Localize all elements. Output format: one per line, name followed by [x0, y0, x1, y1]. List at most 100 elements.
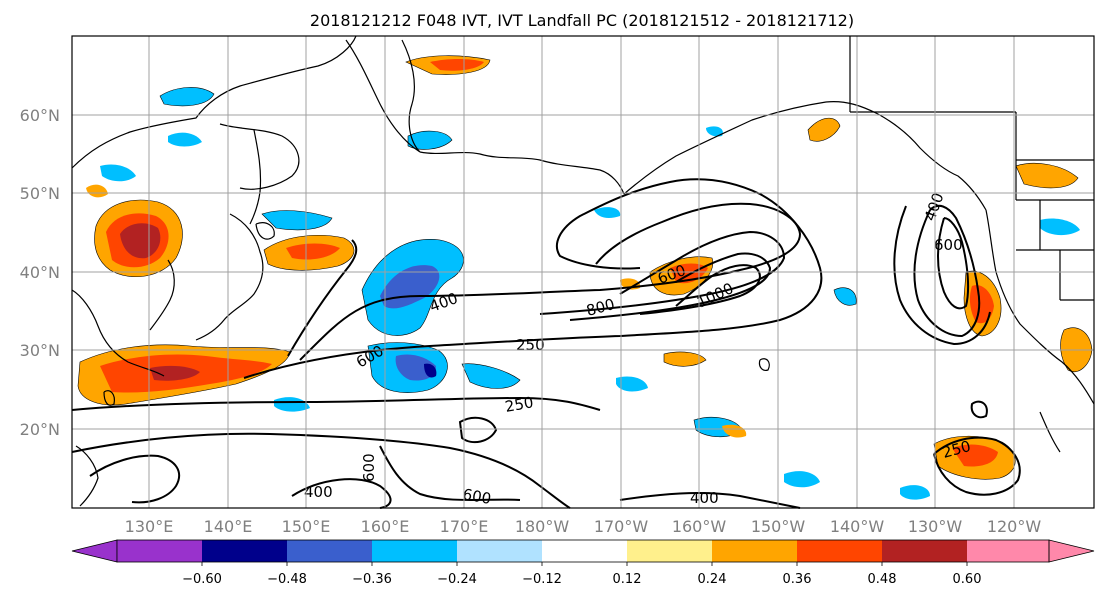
contour-label: 250	[516, 336, 545, 354]
colorbar-segment	[967, 540, 1049, 562]
pos-area-hawaii	[663, 351, 707, 367]
coast-china	[71, 289, 165, 377]
colorbar-tick-label: −0.60	[182, 572, 222, 587]
contour-400-south	[71, 432, 571, 509]
coast-hokkaido	[255, 222, 275, 240]
pos-area-south-1	[722, 424, 747, 438]
neg-area-subtropical-core	[395, 354, 436, 381]
lat-label: 30°N	[20, 341, 60, 360]
neg-area-south-west	[274, 397, 310, 412]
neg-area-kamchatka	[261, 210, 333, 231]
colorbar-tick-label: 0.36	[783, 572, 812, 587]
colorbar-segment	[627, 540, 712, 562]
contour-se-250	[933, 436, 1021, 496]
colorbar-tick-label: −0.48	[267, 572, 307, 587]
map-frame	[71, 35, 1095, 509]
coast-okhotsk	[219, 123, 300, 190]
colorbar-tick-label: −0.36	[352, 572, 392, 587]
neg-area-south-mid	[616, 376, 648, 392]
contour-label: 600	[461, 485, 492, 508]
colorbar-segment	[202, 540, 287, 562]
neg-area-east-1	[461, 363, 521, 389]
coast-hawaii	[758, 358, 770, 371]
longitude-labels: 130°E 140°E 150°E 160°E 170°E 180°W 170°…	[125, 517, 1042, 536]
contour-label: 600	[934, 236, 963, 254]
neg-area-gulf-alaska	[706, 126, 723, 137]
contour-600-south	[379, 445, 521, 501]
colorbar-segment	[287, 540, 372, 562]
pos-area-nw-coast-inner	[969, 285, 994, 324]
coast-aleutians	[419, 151, 625, 195]
lon-label: 140°W	[830, 517, 885, 536]
pos-area-subtrop-east-inner	[952, 444, 998, 467]
pos-area-bc	[1015, 163, 1079, 189]
contour-250-jet	[243, 178, 823, 379]
neg-area-ne-pacific	[594, 207, 621, 218]
contour-label: 250	[504, 393, 535, 416]
contour-label: 400	[690, 489, 719, 507]
coast-baja	[1039, 411, 1061, 453]
coast-asia-north	[71, 35, 357, 169]
coastlines	[71, 35, 1095, 507]
colorbar-segment	[542, 540, 627, 562]
colorbar-segment	[882, 540, 967, 562]
pos-area-west-1	[86, 184, 108, 198]
ivt-contours	[71, 178, 1021, 509]
colorbar-tick-label: 0.12	[613, 572, 642, 587]
neg-area-west-coast	[833, 287, 857, 306]
coast-philippines	[75, 445, 99, 507]
pos-area-china-korea-core	[120, 223, 161, 259]
negative-anomaly-areas	[100, 87, 1080, 500]
colorbar-tick-labels: −0.60 −0.48 −0.36 −0.24 −0.12 0.12 0.24 …	[182, 572, 981, 587]
contour-east-250	[913, 204, 981, 338]
contour-east-outer	[893, 205, 991, 346]
contour-1000-jet	[639, 264, 761, 315]
neg-area-core-dark	[424, 363, 437, 378]
contour-label: 400	[304, 483, 333, 501]
colorbar-ticks	[201, 562, 968, 566]
coast-kamchatka	[345, 39, 421, 153]
contour-400-jet	[299, 202, 802, 361]
coast-sakhalin	[249, 129, 262, 225]
colorbar-tick-label: 0.24	[698, 572, 727, 587]
colorbar-min-extension	[71, 539, 118, 563]
lon-label: 170°E	[440, 517, 489, 536]
contour-bottom-loop	[291, 478, 392, 509]
pos-area-east-china-sea-core	[150, 365, 200, 381]
neg-area-north-1	[159, 87, 215, 107]
contour-small-loop	[458, 416, 498, 444]
ivt-anomaly-shading	[77, 55, 1093, 500]
lon-label: 130°W	[908, 517, 963, 536]
lon-label: 150°E	[282, 517, 331, 536]
contour-250-lower	[71, 396, 601, 411]
coast-alaska-south	[623, 101, 879, 195]
lon-label: 120°W	[987, 517, 1042, 536]
contour-800-jet	[569, 252, 772, 321]
coast-taiwan	[103, 390, 115, 406]
colorbar-segment	[797, 540, 882, 562]
colorbar-tick-label: 0.60	[953, 572, 982, 587]
lat-label: 20°N	[20, 420, 60, 439]
colorbar-tick-label: −0.24	[437, 572, 477, 587]
contour-400-se	[619, 492, 801, 509]
contour-600-sw	[89, 454, 181, 504]
colorbar-max-extension	[1048, 539, 1095, 563]
coast-bc	[877, 113, 987, 211]
map-panel: 400 600 800 1000 250 250 600 600 400 600…	[71, 35, 1095, 509]
lon-label: 130°E	[125, 517, 174, 536]
contour-east-small	[970, 400, 988, 419]
colorbar-segment	[457, 540, 542, 562]
pos-area-north-1-inner	[430, 59, 484, 71]
neg-area-east-trop-2	[900, 485, 930, 500]
lon-label: 160°E	[361, 517, 410, 536]
latitude-labels: 60°N 50°N 40°N 30°N 20°N	[20, 106, 60, 439]
coast-us-states	[1016, 159, 1094, 301]
neg-area-east-trop	[784, 471, 820, 488]
colorbar-tick-label: −0.12	[522, 572, 562, 587]
coast-us-west	[985, 209, 1095, 405]
colorbar-segment	[117, 540, 202, 562]
contour-east-400	[937, 217, 970, 310]
contour-west-loop	[287, 239, 358, 357]
lat-label: 40°N	[20, 263, 60, 282]
